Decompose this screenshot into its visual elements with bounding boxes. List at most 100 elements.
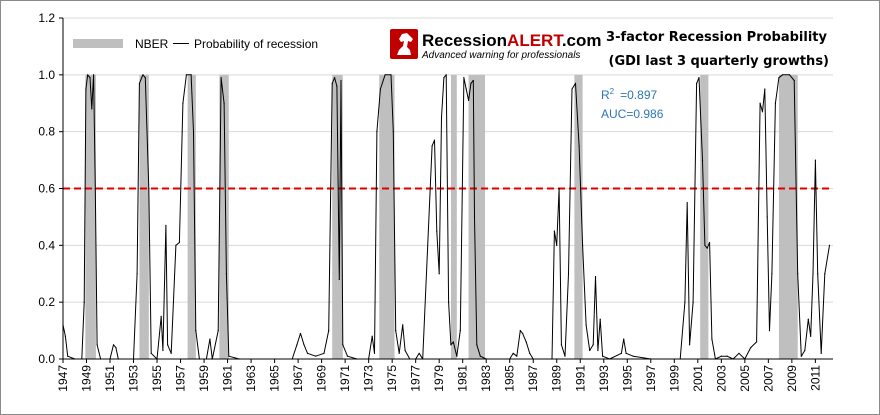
x-tick-label-28: 2003 [714,365,728,392]
probability-point-15 [112,344,115,346]
probability-point-2 [67,355,69,357]
probability-point-155 [764,88,766,90]
probability-line [62,74,830,360]
r2-value: =0.897 [620,88,657,102]
legend-swatch-nber [73,39,123,48]
probability-point-68 [379,88,382,90]
probability-point-10 [92,74,95,76]
probability-point-170 [814,159,816,161]
probability-point-136 [688,344,691,346]
probability-point-35 [190,74,192,76]
probability-point-34 [185,74,188,76]
nber-band-0 [85,74,96,359]
probability-point-142 [706,247,708,249]
legend: NBER Probability of recession [73,37,318,51]
probability-point-89 [452,341,454,343]
probability-point-111 [556,244,558,246]
x-tick-label-0: 1947 [56,365,70,392]
probability-point-105 [522,332,524,335]
x-tick-label-10: 1967 [291,365,305,392]
x-tick-label-14: 1975 [385,365,399,392]
plot-area [62,17,833,360]
x-tick-label-19: 1985 [503,365,517,392]
x-tick-label-4: 1955 [150,365,164,392]
probability-point-85 [443,77,445,79]
probability-point-163 [793,79,795,82]
probability-point-115 [567,273,570,275]
nber-band-1 [139,74,149,359]
probability-point-143 [708,241,711,244]
probability-point-141 [704,244,706,246]
probability-point-71 [392,131,394,133]
probability-point-57 [333,77,336,79]
probability-point-98 [476,344,478,346]
probability-point-165 [800,355,802,357]
probability-point-149 [738,352,740,354]
probability-point-99 [479,355,481,357]
probability-point-137 [692,301,694,303]
y-tick-label-6: 1.2 [38,11,55,25]
probability-point-110 [553,230,555,232]
probability-point-90 [456,355,458,357]
x-tick-label-20: 1987 [526,365,540,392]
probability-point-59 [338,278,340,281]
probability-point-87 [447,301,450,303]
x-tick-label-17: 1981 [456,365,470,392]
nber-band-3 [219,74,229,359]
x-tick-label-6: 1959 [197,365,211,392]
x-tick-label-15: 1977 [409,365,423,392]
x-tick-label-29: 2005 [738,365,752,392]
probability-point-151 [750,347,752,349]
probability-point-33 [182,102,184,104]
probability-point-66 [373,352,376,354]
probability-point-1 [64,335,66,337]
legend-label-probability: Probability of recession [194,37,318,51]
probability-point-9 [91,108,93,110]
probability-point-62 [346,355,349,357]
probability-point-97 [473,216,476,218]
x-tick-label-27: 2001 [691,365,705,392]
x-tick-label-5: 1957 [174,365,188,392]
probability-point-134 [684,301,686,303]
probability-point-86 [445,74,447,76]
probability-point-75 [404,349,406,352]
x-tick-label-3: 1953 [127,365,141,392]
probability-point-69 [384,74,386,76]
probability-point-36 [192,131,195,133]
probability-point-55 [328,329,330,332]
probability-point-123 [594,275,597,278]
probability-point-78 [418,352,420,354]
y-tick-label-1: 0.2 [38,295,55,309]
probability-point-54 [323,352,325,354]
probability-point-113 [560,344,563,346]
probability-point-32 [178,241,180,244]
probability-point-11 [94,187,96,190]
probability-point-27 [162,349,164,352]
chess-knight-shape [397,33,413,55]
x-tick-label-2: 1951 [103,365,117,392]
probability-point-8 [89,77,91,79]
x-tick-label-30: 2007 [761,365,775,392]
probability-point-166 [804,349,806,352]
probability-point-135 [686,202,688,204]
auc-stat: AUC=0.986 [601,107,664,121]
probability-point-58 [336,85,338,87]
probability-point-23 [148,187,150,190]
probability-point-51 [303,344,305,346]
nber-band-4 [332,74,343,359]
probability-point-125 [599,318,601,320]
probability-point-84 [440,116,443,119]
x-tick-label-21: 1989 [550,365,564,392]
probability-point-153 [759,102,761,104]
probability-point-158 [771,273,773,275]
probability-point-146 [720,355,722,357]
logo-brand-prefix: Recession [422,31,507,50]
nber-band-8 [574,74,583,359]
probability-point-160 [778,77,780,79]
probability-point-6 [85,88,87,90]
probability-point-122 [592,344,594,346]
y-tick-label-0: 0.0 [38,352,55,366]
probability-point-156 [766,216,768,218]
x-tick-label-25: 1997 [644,365,658,392]
probability-point-29 [167,344,169,346]
